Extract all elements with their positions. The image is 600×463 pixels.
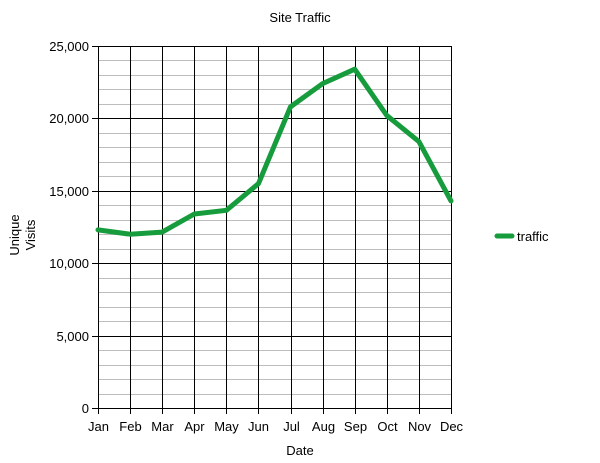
y-tick-label: 5,000 [56, 329, 89, 344]
x-tick-label: Feb [119, 419, 141, 434]
legend: traffic [494, 229, 549, 244]
x-tick-label: Nov [408, 419, 432, 434]
x-tick-label: Jan [88, 419, 109, 434]
x-tick-label: Aug [312, 419, 335, 434]
x-tick-label: Apr [184, 419, 205, 434]
y-axis-title-line2: Visits [23, 219, 38, 250]
chart-title: Site Traffic [269, 10, 331, 25]
y-axis-tick-labels: 0 5,000 10,000 15,000 20,000 25,000 [49, 39, 89, 416]
x-axis-tick-labels: Jan Feb Mar Apr May Jun Jul Aug Sep Oct Nov Dec [88, 408, 464, 434]
y-tick-label: 15,000 [49, 184, 89, 199]
x-tick-label: Oct [377, 419, 398, 434]
y-tick-label: 10,000 [49, 256, 89, 271]
y-axis-title-line1: Unique [7, 214, 22, 255]
x-tick-label: Mar [151, 419, 174, 434]
x-tick-label: Jul [283, 419, 300, 434]
legend-label-traffic: traffic [517, 229, 549, 244]
x-tick-label: Jun [248, 419, 269, 434]
y-tick-label: 25,000 [49, 39, 89, 54]
major-gridlines [92, 46, 451, 409]
x-tick-label: Dec [440, 419, 464, 434]
series-layer [95, 66, 454, 237]
vertical-gridlines [98, 46, 452, 408]
y-tick-label: 20,000 [49, 111, 89, 126]
x-tick-label: May [214, 419, 239, 434]
series-line-traffic [95, 66, 454, 237]
minor-gridlines [98, 60, 451, 395]
x-tick-label: Sep [344, 419, 367, 434]
y-tick-label: 0 [82, 401, 89, 416]
x-axis-title: Date [286, 443, 313, 458]
